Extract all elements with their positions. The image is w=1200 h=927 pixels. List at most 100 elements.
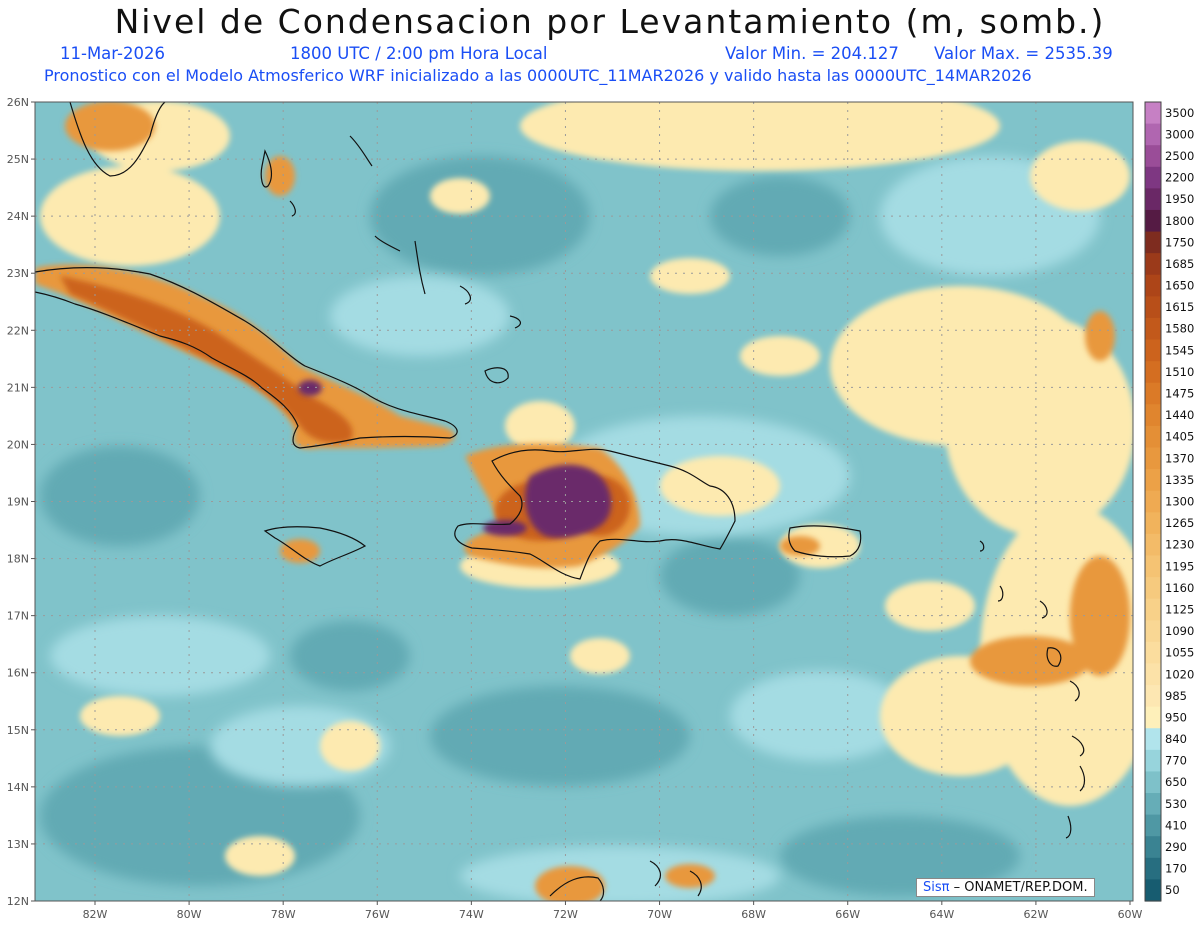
colorbar-swatch: [1145, 317, 1161, 341]
colorbar-label: 770: [1165, 754, 1187, 768]
map-title: Nivel de Condensacion por Levantamiento …: [114, 2, 1106, 41]
coastline-jamaica: [263, 526, 367, 567]
credit-org: – ONAMET/REP.DOM.: [953, 880, 1088, 895]
lat-label: 18N: [7, 553, 29, 566]
lat-label: 17N: [7, 610, 29, 623]
value-min: Valor Min. = 204.127: [725, 44, 899, 63]
colorbar-label: 1160: [1165, 581, 1194, 595]
colorbar-label: 1685: [1165, 257, 1194, 271]
high-lcl-zones: [40, 102, 1133, 876]
coastline-puerto-rico: [788, 525, 862, 558]
colorbar-swatch: [1145, 490, 1161, 513]
colorbar-swatch: [1145, 555, 1161, 578]
colorbar-label: 1580: [1165, 322, 1194, 336]
lat-label: 15N: [7, 724, 29, 737]
credit-label: Sisπ – ONAMET/REP.DOM.: [916, 878, 1095, 897]
lat-label: 12N: [7, 895, 29, 908]
colorbar-label: 1090: [1165, 624, 1194, 638]
lat-lon-grid: [35, 102, 1133, 901]
coastlines: [34, 101, 1086, 902]
colorbar-swatch: [1145, 879, 1161, 902]
lon-label: 68W: [741, 908, 766, 921]
lon-label: 66W: [835, 908, 860, 921]
colorbar-swatch: [1145, 209, 1161, 233]
colorbar-swatch: [1145, 663, 1161, 686]
forecast-date: 11-Mar-2026: [60, 44, 165, 63]
colorbar-swatch: [1145, 793, 1161, 816]
lon-label: 74W: [459, 908, 484, 921]
coastline-hispaniola: [454, 448, 736, 580]
colorbar-swatch: [1145, 620, 1161, 643]
colorbar-swatch: [1145, 836, 1161, 859]
colorbar-label: 1300: [1165, 495, 1194, 509]
colorbar-label: 1475: [1165, 387, 1194, 401]
forecast-time: 1800 UTC / 2:00 pm Hora Local: [290, 44, 548, 63]
colorbar-label: 1125: [1165, 602, 1194, 616]
colorbar-swatch: [1145, 188, 1161, 211]
colorbar-label: 1510: [1165, 365, 1194, 379]
colorbar-label: 840: [1165, 732, 1187, 746]
colorbar-label: 2200: [1165, 171, 1194, 185]
colorbar-label: 1800: [1165, 214, 1194, 228]
coastline-bahamas-andros: [260, 149, 273, 188]
colorbar-swatch: [1145, 361, 1161, 384]
colorbar-label: 650: [1165, 775, 1187, 789]
colorbar-swatch: [1145, 749, 1161, 773]
coastline-cuba: [34, 267, 458, 449]
lon-label: 76W: [365, 908, 390, 921]
colorbar-label: 985: [1165, 689, 1187, 703]
colorbar-label: 3500: [1165, 106, 1194, 120]
colorbar-label: 1230: [1165, 538, 1194, 552]
colorbar-swatch: [1145, 253, 1161, 276]
colorbar-label: 2500: [1165, 149, 1194, 163]
colorbar-frame: [1144, 101, 1162, 902]
colorbar-label: 170: [1165, 862, 1187, 876]
colorbar-label: 1615: [1165, 300, 1194, 314]
lcl-map: 26N 25N 24N 23N 22N 21N 20N 19N 18N 17N 16N 15N 14N 1…: [7, 96, 1195, 921]
colorbar-label: 1195: [1165, 559, 1194, 573]
colorbar-swatch: [1145, 425, 1161, 449]
maximum-lcl-zones: [298, 380, 612, 538]
colorbar-swatch: [1145, 533, 1161, 557]
colorbar-swatch: [1145, 447, 1161, 470]
colorbar-swatch: [1145, 102, 1161, 125]
colorbar-label: 1405: [1165, 430, 1194, 444]
colorbar-swatch: [1145, 404, 1161, 427]
forecast-description: Pronostico con el Modelo Atmosferico WRF…: [44, 66, 1032, 85]
colorbar-label: 290: [1165, 840, 1187, 854]
colorbar-swatch: [1145, 274, 1161, 297]
lat-label: 23N: [7, 267, 29, 280]
lon-label: 80W: [177, 908, 202, 921]
colorbar-swatch: [1145, 339, 1161, 362]
colorbar-label: 1545: [1165, 343, 1194, 357]
lat-label: 13N: [7, 838, 29, 851]
lat-label: 21N: [7, 381, 29, 394]
colorbar-label: 3000: [1165, 127, 1194, 141]
colorbar-swatch: [1145, 512, 1161, 535]
colorbar-label: 1020: [1165, 667, 1194, 681]
colorbar-swatch: [1145, 685, 1161, 708]
colorbar-label: 1750: [1165, 235, 1194, 249]
colorbar-swatch: [1145, 641, 1161, 665]
colorbar-label: 1440: [1165, 408, 1194, 422]
lat-label: 14N: [7, 781, 29, 794]
colorbar-label: 1650: [1165, 279, 1194, 293]
colorbar-swatch: [1145, 469, 1161, 492]
colorbar-swatch: [1145, 296, 1161, 319]
colorbar-swatch: [1145, 231, 1161, 254]
colorbar-swatch: [1145, 728, 1161, 751]
colorbar-swatch: [1145, 814, 1161, 837]
colorbar-swatch: [1145, 857, 1161, 881]
coastline-florida: [69, 101, 166, 177]
map-axes: 26N 25N 24N 23N 22N 21N 20N 19N 18N 17N 16N 15N 14N 1…: [7, 96, 1143, 921]
longitude-labels: 82W 80W 78W 76W 74W 72W 70W 68W 66W 64W 62W 60W: [83, 901, 1143, 921]
lon-label: 72W: [553, 908, 578, 921]
colorbar-swatch: [1145, 577, 1161, 600]
coastline-bahamas-eleuthera: [349, 135, 373, 167]
colorbar-swatch: [1145, 382, 1161, 405]
colorbar-swatch: [1145, 123, 1161, 146]
colorbar: 3500 3000 2500 2200 1950 1800 1750 1685 1650 1615…: [1144, 101, 1194, 902]
colorbar-label: 50: [1165, 883, 1180, 897]
colorbar-swatch: [1145, 145, 1161, 168]
colorbar-label: 1335: [1165, 473, 1194, 487]
